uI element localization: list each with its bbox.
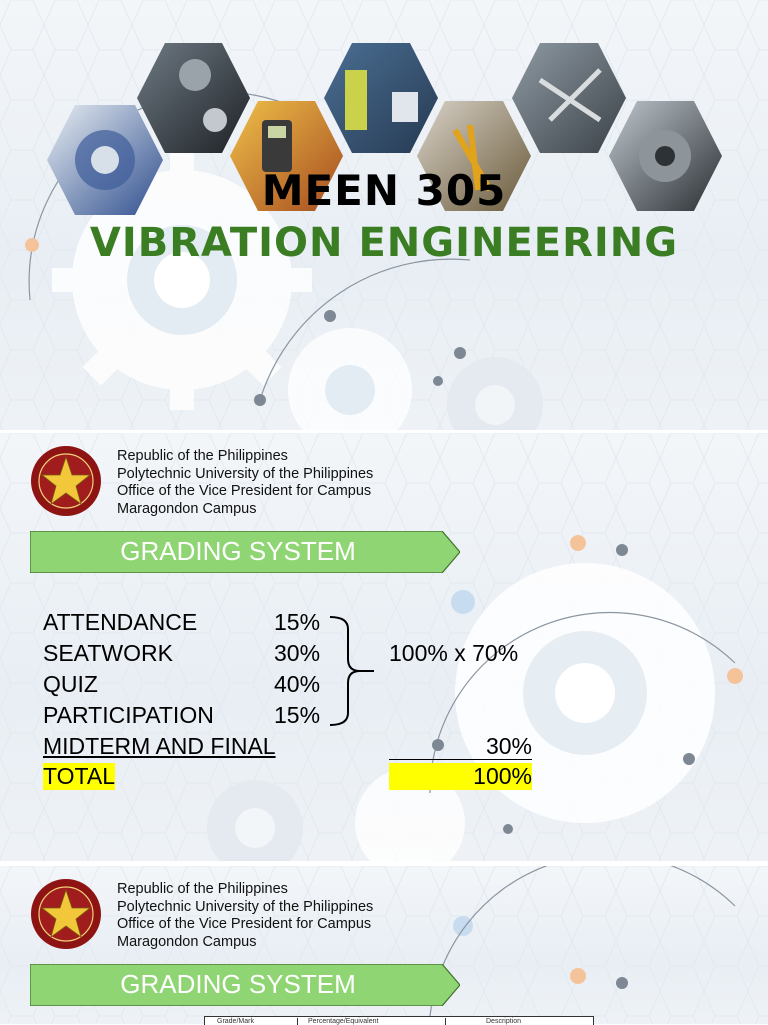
banner-title: GRADING SYSTEM — [120, 536, 356, 566]
hexagon-photo-collage — [47, 43, 722, 215]
header-line-university: Polytechnic University of the Philippine… — [117, 465, 374, 482]
right-brace-icon — [329, 616, 374, 726]
midterm-final-percent: 30% — [389, 733, 532, 760]
engineer-photo-hex — [324, 43, 438, 153]
participation-label: PARTICIPATION — [43, 702, 214, 728]
quiz-percent: 40% — [274, 671, 321, 697]
table-header-percentage: Percentage/Equivalent — [297, 1018, 378, 1025]
slide-divider — [0, 861, 768, 866]
quiz-label: QUIZ — [43, 671, 98, 697]
midterm-final-label: MIDTERM AND FINAL — [43, 733, 276, 759]
banner-title: GRADING SYSTEM — [120, 969, 356, 999]
seatwork-label: SEATWORK — [43, 640, 173, 666]
header-line-campus: Maragondon Campus — [117, 501, 257, 518]
table-header-grade: Grade/Mark — [217, 1018, 254, 1025]
slide-divider — [0, 430, 768, 434]
seatwork-percent: 30% — [274, 640, 321, 666]
table-header-description: Description — [445, 1018, 521, 1025]
institution-header: Republic of the Philippines Polytechnic … — [117, 448, 373, 519]
attendance-percent: 15% — [274, 609, 321, 635]
grading-system-banner — [30, 531, 460, 573]
total-percent: 100% — [389, 763, 532, 790]
institution-header: Republic of the Philippines Polytechnic … — [117, 881, 373, 952]
header-line-office: Office of the Vice President for Campus — [117, 916, 372, 933]
header-line-country: Republic of the Philippines — [117, 448, 288, 464]
grading-slide: Republic of the Philippines Polytechnic … — [0, 433, 768, 861]
grading-system-banner — [30, 964, 460, 1006]
gear-background — [0, 433, 768, 861]
header-line-country: Republic of the Philippines — [117, 881, 288, 897]
grading-slide-2: Republic of the Philippines Polytechnic … — [0, 866, 768, 1024]
course-name-title: VIBRATION ENGINEERING — [89, 220, 679, 266]
header-line-campus: Maragondon Campus — [117, 934, 257, 951]
pup-seal-logo — [31, 879, 101, 949]
course-code-title: MEEN 305 — [261, 166, 507, 215]
pup-seal-logo — [31, 446, 101, 516]
total-label: TOTAL — [43, 763, 115, 790]
header-line-office: Office of the Vice President for Campus — [117, 483, 372, 500]
title-slide: MEEN 305 VIBRATION ENGINEERING — [0, 0, 768, 432]
brace-result: 100% x 70% — [389, 640, 519, 666]
attendance-label: ATTENDANCE — [43, 609, 198, 635]
participation-percent: 15% — [274, 702, 321, 728]
header-line-university: Polytechnic University of the Philippine… — [117, 898, 374, 915]
grade-table-header: Grade/Mark Percentage/Equivalent Descrip… — [204, 1016, 594, 1025]
